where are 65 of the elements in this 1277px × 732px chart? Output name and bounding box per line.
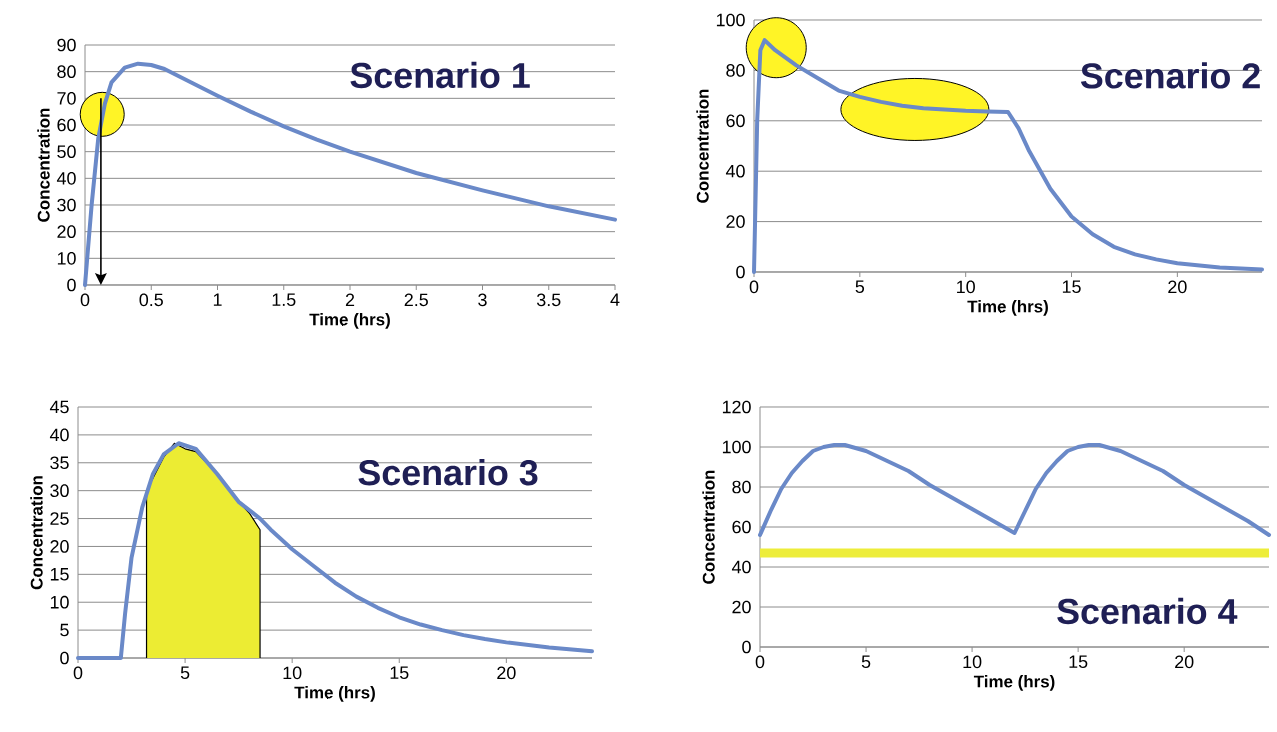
x-tick-label: 5 xyxy=(861,655,871,669)
y-tick-label: 20 xyxy=(726,215,745,228)
y-tick-label: 80 xyxy=(726,64,745,77)
y-tick-label: 20 xyxy=(57,225,76,239)
text: Scenario 4 xyxy=(1057,597,1238,625)
x-axis-title: Time (hrs) xyxy=(294,686,375,702)
y-axis-title: Concentration xyxy=(37,108,50,222)
y-tick-label: 120 xyxy=(722,400,751,414)
x-tick-label: 5 xyxy=(855,280,865,294)
x-axis-title: Time (hrs) xyxy=(309,313,390,329)
y-tick-label: 100 xyxy=(722,440,751,454)
x-tick-label: 15 xyxy=(1069,655,1088,669)
y-tick-label: 60 xyxy=(726,114,745,128)
y-tick-label: 0 xyxy=(742,640,751,654)
x-axis-title: Time (hrs) xyxy=(967,300,1048,316)
y-axis-title: Concentration xyxy=(30,476,43,590)
x-tick-label: 0 xyxy=(80,293,90,307)
y-tick-label: 60 xyxy=(732,520,751,534)
y-tick-label: 80 xyxy=(57,65,76,79)
y-tick-label: 50 xyxy=(57,145,76,159)
x-tick-label: 10 xyxy=(283,666,302,680)
x-tick-label: 10 xyxy=(957,280,975,294)
x-tick-label: 10 xyxy=(963,655,982,669)
x-axis-title: Time (hrs) xyxy=(973,675,1055,691)
chart-title: Scenario 1 xyxy=(350,61,530,89)
y-tick-label: 70 xyxy=(57,91,76,105)
y-tick-label: 80 xyxy=(732,480,751,494)
x-tick-label: 2 xyxy=(345,293,355,307)
y-tick-label: 40 xyxy=(49,428,69,442)
y-tick-label: 90 xyxy=(57,38,76,52)
y-tick-label: 0 xyxy=(736,265,745,279)
y-tick-label: 30 xyxy=(50,484,69,498)
x-tick-label: 5 xyxy=(180,666,190,680)
x-tick-label: 4 xyxy=(610,293,620,306)
x-tick-label: 0 xyxy=(755,655,765,669)
x-tick-label: 3.5 xyxy=(536,293,561,307)
y-tick-label: 60 xyxy=(57,118,76,132)
y-tick-label: 10 xyxy=(50,595,69,609)
y-tick-label: 20 xyxy=(732,600,751,614)
x-tick-label: 15 xyxy=(1062,280,1081,294)
y-axis-title: Concentration xyxy=(702,470,715,584)
y-tick-label: 5 xyxy=(60,623,69,637)
y-tick-label: 40 xyxy=(731,560,751,574)
y-tick-label: 40 xyxy=(56,171,76,185)
y-tick-label: 20 xyxy=(50,540,69,553)
y-tick-label: 25 xyxy=(50,512,69,525)
y-tick-label: 10 xyxy=(57,251,76,265)
x-tick-label: 2.5 xyxy=(404,293,428,307)
x-tick-label: 20 xyxy=(1175,655,1194,669)
text: Scenario 3 xyxy=(358,459,538,486)
x-tick-label: 0.5 xyxy=(139,293,163,307)
y-tick-label: 40 xyxy=(725,164,745,178)
x-tick-label: 1.5 xyxy=(272,293,296,307)
text: Scenario 2 xyxy=(1080,62,1260,89)
x-tick-label: 15 xyxy=(390,666,409,680)
y-tick-label: 15 xyxy=(50,568,69,581)
y-tick-label: 45 xyxy=(49,400,69,414)
y-axis-title: Concentration xyxy=(696,89,709,203)
y-tick-label: 30 xyxy=(57,198,76,212)
x-tick-label: 3 xyxy=(478,293,487,307)
x-tick-label: 20 xyxy=(497,666,516,680)
y-tick-label: 100 xyxy=(716,13,745,27)
y-tick-label: 35 xyxy=(50,456,69,470)
x-tick-label: 20 xyxy=(1168,280,1187,294)
x-tick-label: 1 xyxy=(213,293,222,306)
